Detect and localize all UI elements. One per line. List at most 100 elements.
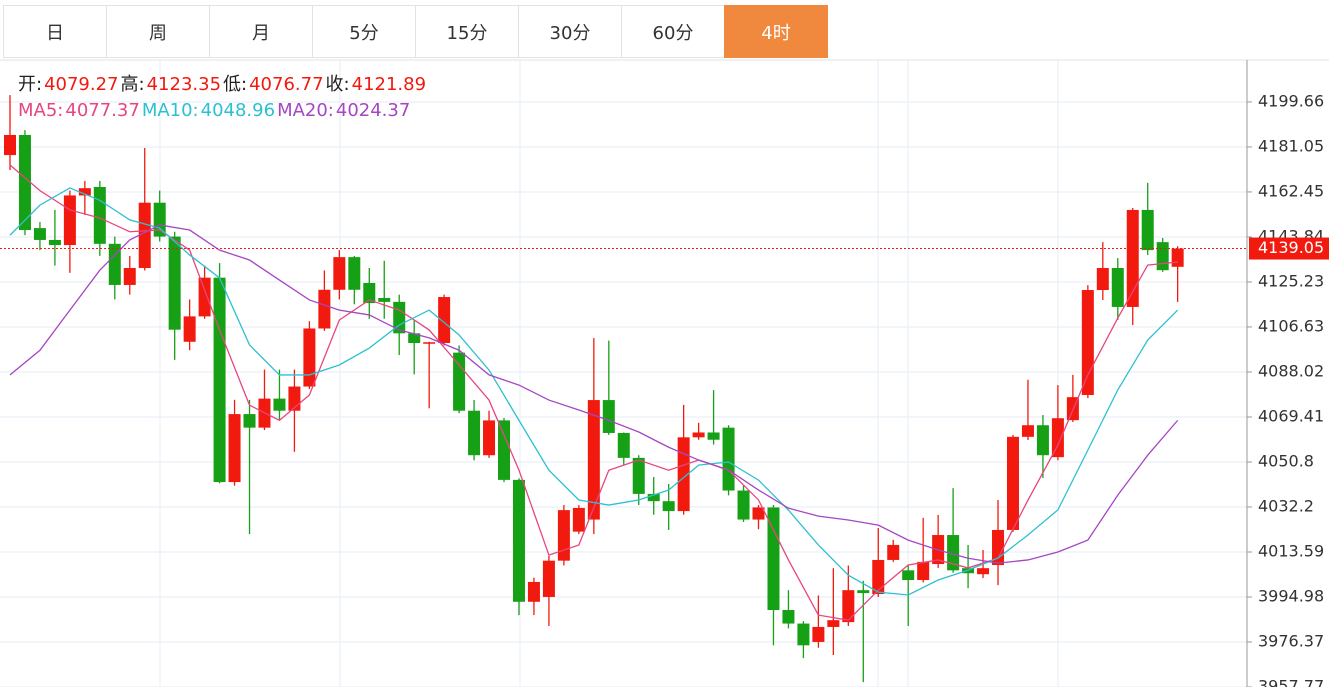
candle-body — [767, 507, 780, 611]
period-tab[interactable]: 4时 — [724, 5, 828, 58]
candle-body — [1006, 436, 1019, 530]
candle-body — [1021, 425, 1034, 437]
candle-body — [243, 414, 256, 428]
candle-body — [842, 590, 855, 623]
candle-body — [977, 568, 990, 575]
candle-body — [857, 590, 870, 594]
candle-body — [1171, 248, 1184, 267]
candle-body — [108, 243, 121, 285]
period-tab[interactable]: 日 — [3, 5, 107, 58]
candle-body — [1111, 268, 1124, 307]
y-tick-label: 3957.77 — [1258, 677, 1324, 687]
candle-body — [453, 352, 466, 411]
legend-value: 4077.37 — [65, 100, 140, 121]
last-price-label: 4139.05 — [1258, 238, 1324, 257]
y-tick-label: 4088.02 — [1258, 361, 1324, 380]
candle-body — [527, 581, 540, 602]
candle-body — [273, 398, 286, 411]
y-tick-label: 4032.2 — [1258, 496, 1314, 515]
candle-body — [153, 202, 166, 237]
candle-body — [512, 479, 525, 602]
candle-body — [887, 544, 900, 560]
candle-body — [812, 626, 825, 642]
ma-line — [9, 164, 1178, 621]
candle-body — [483, 420, 496, 456]
candle-body — [63, 195, 76, 246]
candle-body — [947, 535, 960, 571]
candle-body — [1156, 242, 1169, 271]
legend-value: 4048.96 — [200, 100, 276, 121]
candle-body — [1036, 425, 1049, 456]
legend-name: MA10: — [141, 100, 199, 121]
info-value: 4079.27 — [44, 74, 119, 95]
candle-body — [692, 432, 705, 438]
candle-body — [632, 457, 645, 494]
candle-body — [647, 493, 660, 502]
y-tick-label: 4199.66 — [1258, 91, 1324, 110]
candle-body — [662, 501, 675, 512]
period-tab[interactable]: 15分 — [415, 5, 519, 58]
period-tab[interactable]: 周 — [106, 5, 210, 58]
candle-body — [1096, 268, 1109, 291]
candle-body — [303, 328, 316, 387]
y-tick-label: 4050.8 — [1258, 451, 1314, 470]
legend-name: MA5: — [18, 100, 64, 121]
ma-line — [9, 187, 1179, 596]
candle-body — [827, 620, 840, 627]
candle-body — [4, 134, 16, 156]
y-tick-label: 4162.45 — [1258, 181, 1324, 200]
candle-body — [1141, 209, 1154, 251]
candle-body — [737, 490, 750, 520]
candle-body — [602, 400, 615, 433]
candle-body — [33, 228, 46, 240]
info-value: 4076.77 — [249, 74, 324, 95]
candle-body — [902, 570, 915, 581]
candle-body — [782, 610, 795, 624]
candle-body — [1081, 290, 1094, 395]
info-label: 收: — [325, 74, 350, 95]
y-tick-label: 4106.63 — [1258, 316, 1324, 335]
info-label: 开: — [18, 74, 43, 95]
candle-body — [333, 257, 346, 290]
y-tick-label: 4125.23 — [1258, 271, 1324, 290]
y-tick-label: 3994.98 — [1258, 587, 1324, 606]
period-tab[interactable]: 30分 — [518, 5, 622, 58]
info-value: 4123.35 — [146, 74, 222, 95]
y-tick-label: 4013.59 — [1258, 541, 1324, 560]
candle-body — [677, 437, 690, 512]
candle-body — [722, 427, 735, 491]
candle-body — [468, 410, 481, 456]
candle-body — [572, 507, 585, 532]
candle-body — [183, 316, 196, 342]
candle-body — [1126, 209, 1139, 307]
info-panel: 开: 4079.27 高: 4123.35 低: 4076.77 收: 4121.89 MA5… — [18, 72, 428, 124]
ma-line — [9, 224, 1179, 564]
period-tab[interactable]: 60分 — [621, 5, 725, 58]
ohlc-row: 开: 4079.27 高: 4123.35 低: 4076.77 收: 4121.89 — [18, 72, 428, 98]
candle-body — [498, 420, 511, 480]
info-label: 高: — [120, 74, 145, 95]
candle-body — [707, 432, 720, 440]
y-tick-label: 4069.41 — [1258, 406, 1324, 425]
candle-body — [138, 202, 151, 269]
candle-body — [198, 277, 211, 317]
period-tab[interactable]: 5分 — [312, 5, 416, 58]
candle-body — [228, 414, 241, 483]
candle-body — [168, 236, 181, 330]
candle-body — [123, 268, 136, 285]
legend-value: 4024.37 — [335, 100, 411, 121]
candle-body — [48, 239, 61, 246]
candle-body — [348, 257, 361, 290]
ma-row: MA5: 4077.37 MA10: 4048.96 MA20: 4024.37 — [18, 98, 428, 124]
info-value: 4121.89 — [351, 74, 427, 95]
candle-body — [363, 283, 376, 304]
last-price-tag — [1249, 237, 1329, 260]
candle-body — [917, 561, 930, 581]
candle-body — [557, 510, 570, 561]
candle-body — [18, 134, 31, 231]
legend-name: MA20: — [277, 100, 334, 121]
candle-body — [378, 298, 391, 302]
candle-body — [78, 188, 91, 196]
period-tab[interactable]: 月 — [209, 5, 313, 58]
